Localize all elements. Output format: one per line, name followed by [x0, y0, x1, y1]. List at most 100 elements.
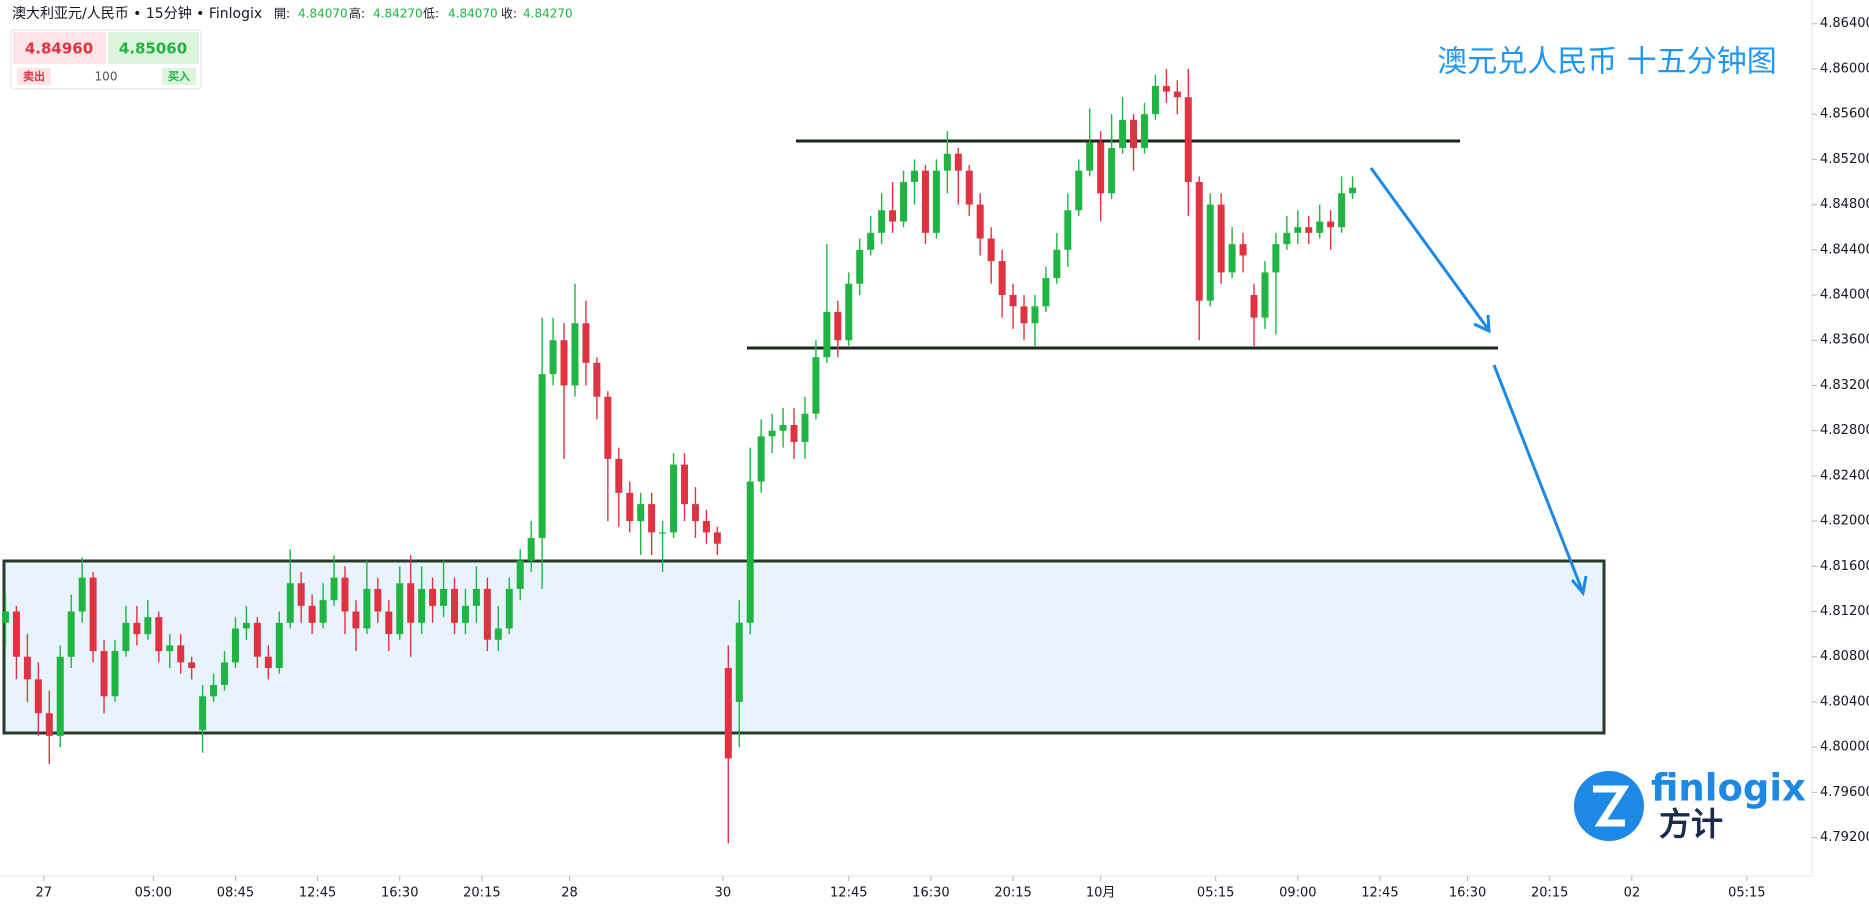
candle-body — [779, 425, 787, 431]
candle-body — [319, 600, 327, 623]
candle-body — [1217, 204, 1225, 273]
logo-text: finlogix — [1651, 767, 1806, 810]
field-label: 高: — [349, 6, 365, 21]
candle-body — [1239, 244, 1247, 256]
field-label: 開: — [274, 7, 290, 21]
candle-body — [330, 577, 338, 601]
candle-body — [910, 170, 918, 182]
candle-body — [472, 588, 480, 606]
candle-body — [231, 628, 239, 663]
candle-body — [954, 153, 962, 171]
candle-body — [199, 696, 207, 731]
sell-price[interactable]: 4.84960 — [25, 40, 93, 58]
candle-body — [78, 577, 86, 612]
sell-button[interactable] — [17, 68, 51, 85]
y-tick-label: 4.86400 — [1820, 16, 1869, 31]
y-tick-label: 4.85600 — [1820, 107, 1869, 122]
candle-body — [407, 583, 415, 623]
candle-body — [976, 204, 984, 239]
candle-body — [1086, 142, 1094, 171]
candle-body — [932, 170, 940, 233]
candle-body — [943, 153, 951, 171]
x-tick-label: 27 — [36, 886, 53, 901]
candle-body — [122, 622, 130, 652]
candle-body — [823, 311, 831, 358]
candle-body — [1184, 97, 1192, 182]
candle-body — [1097, 142, 1105, 194]
y-tick-label: 4.84800 — [1820, 197, 1869, 212]
candle-body — [1305, 227, 1313, 233]
logo-subtext: 方计 — [1659, 805, 1723, 843]
candle-body — [856, 249, 864, 284]
candle-body — [1162, 85, 1170, 92]
candle-body — [188, 662, 196, 669]
candle-body — [1009, 295, 1017, 307]
support-zone — [2, 559, 1606, 735]
candle-body — [768, 430, 776, 437]
candle-body — [1261, 272, 1269, 318]
candle-body — [286, 583, 294, 623]
buy-box[interactable] — [108, 32, 199, 64]
x-tick-label: 09:00 — [1279, 886, 1316, 901]
arrows — [1369, 167, 1588, 597]
sell-box[interactable] — [13, 32, 106, 64]
x-tick-label: 12:45 — [299, 886, 336, 901]
candle-body — [12, 611, 20, 657]
field-value: 4.84070 — [298, 7, 348, 21]
x-tick-label: 02 — [1624, 886, 1641, 901]
candle-body — [297, 583, 305, 606]
header-title: 澳大利亚元/人民币 • 15分钟 • Finlogix — [12, 5, 262, 22]
y-tick-label: 4.84000 — [1820, 288, 1869, 303]
candle-body — [757, 436, 765, 482]
buy-price[interactable]: 4.85060 — [119, 40, 187, 58]
quantity[interactable]: 100 — [95, 70, 118, 84]
candle-body — [987, 238, 995, 262]
candle-body — [221, 662, 229, 685]
candle-body — [483, 588, 491, 640]
field-label: 低: — [423, 7, 439, 21]
x-tick-label: 12:45 — [830, 886, 867, 901]
candle-body — [440, 588, 448, 606]
header-fields: 開: 4.84070 高: 4.84270 低: 4.84070 收: 4.84… — [274, 6, 573, 21]
candle-body — [702, 521, 710, 533]
plot — [1, 68, 1357, 844]
buy-label[interactable]: 买入 — [168, 70, 190, 83]
candle-body — [1294, 227, 1302, 233]
candle-body — [604, 396, 612, 459]
logo: finlogix 方计 — [1574, 767, 1806, 843]
candle-body — [363, 588, 371, 629]
candle-body — [735, 622, 743, 702]
candle-body — [1228, 244, 1236, 273]
candle-body — [713, 532, 721, 544]
candle-body — [1075, 170, 1083, 211]
arrow-head — [1570, 575, 1588, 597]
candle-body — [637, 504, 645, 522]
y-tick-label: 4.82800 — [1820, 423, 1869, 438]
y-tick-label: 4.79200 — [1820, 830, 1869, 845]
candle-body — [812, 357, 820, 414]
candle-body — [210, 684, 218, 697]
candle-body — [352, 611, 360, 629]
candle-body — [746, 481, 754, 623]
candle-body — [1064, 210, 1072, 250]
y-tick-label: 4.81600 — [1820, 559, 1869, 574]
x-tick-label: 30 — [715, 886, 732, 901]
candle-body — [1206, 204, 1214, 301]
arrow-head — [1473, 314, 1491, 334]
candle-body — [680, 464, 688, 505]
candle-body — [834, 311, 842, 341]
candle-body — [67, 611, 75, 657]
candle-body — [396, 583, 404, 635]
sell-label[interactable]: 卖出 — [23, 69, 45, 83]
y-tick-label: 4.82000 — [1820, 514, 1869, 529]
x-tick-label: 12:45 — [1361, 886, 1398, 901]
candle-body — [801, 413, 809, 442]
y-tick-label: 4.83200 — [1820, 378, 1869, 393]
buy-button[interactable] — [162, 68, 196, 85]
candle-body — [1250, 295, 1258, 318]
candle-body — [1195, 181, 1203, 301]
candle-body — [1140, 114, 1148, 149]
y-tick-label: 4.86000 — [1820, 61, 1869, 76]
candle-body — [155, 617, 163, 652]
candle-body — [1108, 148, 1116, 194]
